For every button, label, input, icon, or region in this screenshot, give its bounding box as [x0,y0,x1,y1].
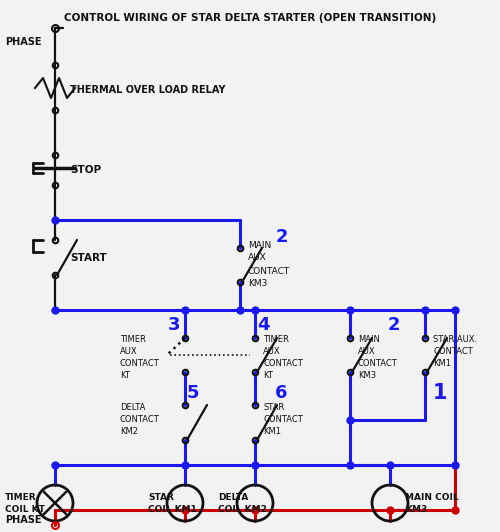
Text: DELTA: DELTA [218,494,248,503]
Text: AUX: AUX [358,347,376,356]
Text: MAIN: MAIN [358,336,380,345]
Text: THERMAL OVER LOAD RELAY: THERMAL OVER LOAD RELAY [70,85,226,95]
Text: KM2: KM2 [120,427,138,436]
Text: CONTROL WIRING OF STAR DELTA STARTER (OPEN TRANSITION): CONTROL WIRING OF STAR DELTA STARTER (OP… [64,13,436,23]
Text: 6: 6 [275,384,287,402]
Text: 2: 2 [276,228,288,246]
Text: TIMER: TIMER [120,336,146,345]
Text: 1: 1 [433,383,448,403]
Text: CONTACT: CONTACT [248,267,290,276]
Text: CONTACT: CONTACT [263,414,303,423]
Text: CONTACT: CONTACT [358,360,398,369]
Text: STAR AUX.: STAR AUX. [433,336,477,345]
Text: COIL KT: COIL KT [5,505,45,514]
Text: AUX: AUX [263,347,280,356]
Text: PHASE: PHASE [5,515,42,525]
Text: CONTACT: CONTACT [120,414,160,423]
Text: MAIN: MAIN [248,240,271,250]
Text: CONTACT: CONTACT [433,347,473,356]
Text: KT: KT [263,371,273,380]
Text: CONTACT: CONTACT [120,360,160,369]
Text: MAIN COIL: MAIN COIL [405,494,458,503]
Text: KM3: KM3 [358,371,376,380]
Text: 5: 5 [187,384,200,402]
Text: STAR: STAR [263,403,284,411]
Text: KM1: KM1 [433,360,451,369]
Text: COIL KM2: COIL KM2 [218,505,267,514]
Text: COIL KM1: COIL KM1 [148,505,197,514]
Text: 2: 2 [388,316,400,334]
Text: KT: KT [120,371,130,380]
Text: AUX: AUX [120,347,138,356]
Text: TIMER: TIMER [5,494,36,503]
Text: KM1: KM1 [263,427,281,436]
Text: PHASE: PHASE [5,37,42,47]
Text: STOP: STOP [70,165,101,175]
Text: 4: 4 [257,316,270,334]
Text: CONTACT: CONTACT [263,360,303,369]
Text: STAR: STAR [148,494,174,503]
Text: AUX: AUX [248,254,267,262]
Text: START: START [70,253,107,263]
Text: TIMER: TIMER [263,336,289,345]
Text: KM3: KM3 [405,505,427,514]
Text: 3: 3 [168,316,180,334]
Text: DELTA: DELTA [120,403,146,411]
Text: KM3: KM3 [248,279,268,288]
